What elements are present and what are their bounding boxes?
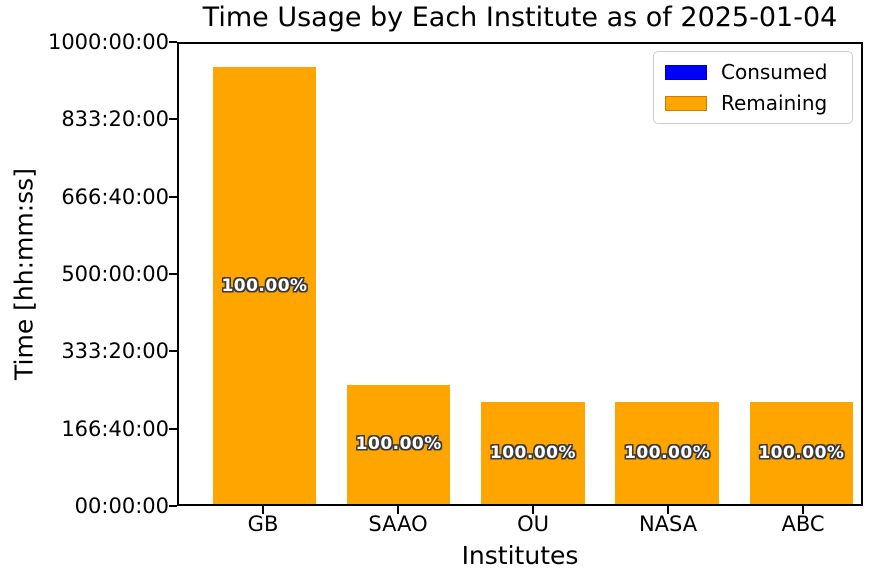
y-tick-label: 166:40:00 — [61, 416, 169, 441]
bar-ou-remaining: 100.00% — [481, 401, 585, 504]
bar-nasa-remaining: 100.00% — [615, 401, 719, 504]
chart-title: Time Usage by Each Institute as of 2025-… — [202, 2, 838, 33]
legend-item-consumed: Consumed — [665, 61, 841, 83]
x-tick-label-abc: ABC — [781, 512, 825, 536]
x-tick-mark — [532, 506, 535, 514]
y-tick-mark — [169, 273, 177, 275]
y-tick-label: 500:00:00 — [61, 262, 169, 286]
y-tick-label: 833:20:00 — [61, 107, 169, 132]
y-tick-mark — [169, 118, 177, 121]
legend-label-remaining: Remaining — [721, 91, 828, 115]
legend-label-consumed: Consumed — [721, 60, 828, 84]
legend: Consumed Remaining — [653, 51, 853, 124]
x-tick-mark — [262, 506, 265, 514]
x-tick-label-nasa: NASA — [638, 512, 698, 536]
x-tick-mark — [802, 506, 805, 514]
bar-percentage-label: 100.00% — [758, 442, 845, 463]
y-tick-label: 1000:00:00 — [47, 30, 169, 54]
legend-swatch-consumed-icon — [665, 64, 707, 80]
y-axis-label: Time [hh:mm:ss] — [9, 168, 39, 380]
y-tick-label: 00:00:00 — [74, 494, 169, 518]
x-tick-label-saao: SAAO — [368, 512, 428, 536]
x-tick-label-ou: OU — [517, 512, 549, 536]
legend-swatch-remaining-icon — [665, 95, 707, 111]
y-tick-mark — [169, 195, 177, 198]
y-tick-label: 666:40:00 — [61, 184, 169, 209]
bar-percentage-label: 100.00% — [355, 434, 442, 455]
plot-area: Consumed Remaining 100.00% 100.00% 100.00%… — [177, 42, 863, 506]
bar-abc-remaining: 100.00% — [749, 401, 854, 504]
legend-item-remaining: Remaining — [665, 92, 841, 114]
x-tick-mark — [397, 506, 400, 514]
x-axis-label: Institutes — [461, 541, 579, 570]
bar-gb-remaining: 100.00% — [212, 67, 317, 504]
y-tick-mark — [169, 41, 177, 43]
y-tick-label: 333:20:00 — [61, 339, 169, 364]
x-tick-label-gb: GB — [247, 512, 279, 536]
y-tick-mark — [169, 350, 177, 353]
x-tick-mark — [667, 506, 670, 514]
y-tick-mark — [169, 505, 177, 507]
bar-percentage-label: 100.00% — [221, 275, 308, 296]
bar-percentage-label: 100.00% — [489, 442, 577, 463]
y-tick-mark — [169, 427, 177, 430]
bar-saao-remaining: 100.00% — [347, 384, 451, 504]
bar-percentage-label: 100.00% — [624, 442, 711, 463]
